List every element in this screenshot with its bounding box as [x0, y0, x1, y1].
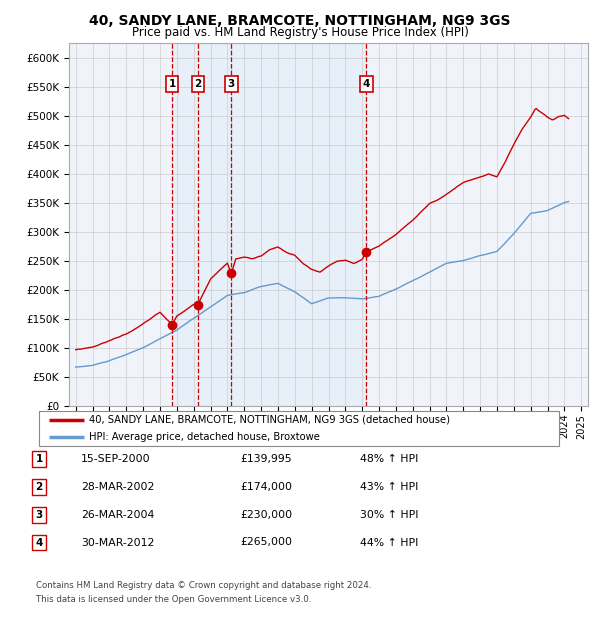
Text: Contains HM Land Registry data © Crown copyright and database right 2024.: Contains HM Land Registry data © Crown c…: [36, 581, 371, 590]
Text: 40, SANDY LANE, BRAMCOTE, NOTTINGHAM, NG9 3GS (detached house): 40, SANDY LANE, BRAMCOTE, NOTTINGHAM, NG…: [89, 415, 450, 425]
Text: 44% ↑ HPI: 44% ↑ HPI: [360, 538, 418, 547]
Text: 48% ↑ HPI: 48% ↑ HPI: [360, 454, 418, 464]
Text: 2: 2: [194, 79, 202, 89]
Text: 2: 2: [35, 482, 43, 492]
Text: £265,000: £265,000: [240, 538, 292, 547]
Text: Price paid vs. HM Land Registry's House Price Index (HPI): Price paid vs. HM Land Registry's House …: [131, 26, 469, 39]
Text: 3: 3: [227, 79, 235, 89]
Text: £174,000: £174,000: [240, 482, 292, 492]
Text: 4: 4: [362, 79, 370, 89]
Text: 1: 1: [169, 79, 176, 89]
Text: 26-MAR-2004: 26-MAR-2004: [81, 510, 154, 520]
Text: This data is licensed under the Open Government Licence v3.0.: This data is licensed under the Open Gov…: [36, 595, 311, 604]
Text: 3: 3: [35, 510, 43, 520]
Bar: [231, 43, 366, 406]
Text: HPI: Average price, detached house, Broxtowe: HPI: Average price, detached house, Brox…: [89, 432, 320, 442]
Text: 4: 4: [35, 538, 43, 547]
Bar: [172, 43, 231, 406]
Text: 28-MAR-2002: 28-MAR-2002: [81, 482, 154, 492]
Text: 15-SEP-2000: 15-SEP-2000: [81, 454, 151, 464]
FancyBboxPatch shape: [38, 410, 559, 446]
Text: £139,995: £139,995: [240, 454, 292, 464]
Text: 43% ↑ HPI: 43% ↑ HPI: [360, 482, 418, 492]
Text: 30% ↑ HPI: 30% ↑ HPI: [360, 510, 419, 520]
Text: 40, SANDY LANE, BRAMCOTE, NOTTINGHAM, NG9 3GS: 40, SANDY LANE, BRAMCOTE, NOTTINGHAM, NG…: [89, 14, 511, 28]
Text: £230,000: £230,000: [240, 510, 292, 520]
Text: 30-MAR-2012: 30-MAR-2012: [81, 538, 154, 547]
Text: 1: 1: [35, 454, 43, 464]
